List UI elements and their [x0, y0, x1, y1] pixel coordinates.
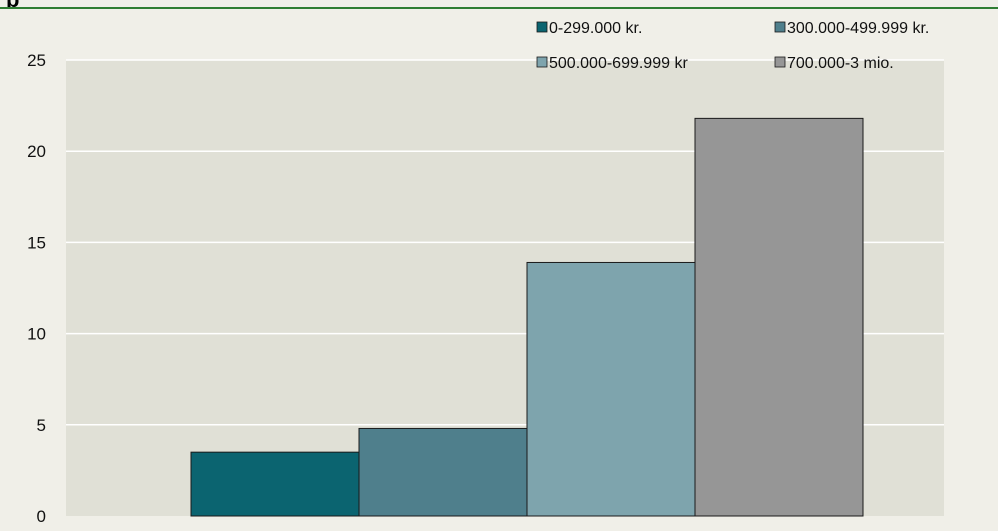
- legend: 0-299.000 kr. 300.000-499.999 kr. 500.000-…: [536, 20, 929, 72]
- y-tick-label: 20: [27, 142, 46, 161]
- legend-swatch-2: [774, 21, 786, 33]
- bars: [190, 117, 864, 517]
- bar-2: [358, 427, 528, 517]
- chart-title: p: [6, 0, 19, 7]
- legend-swatch-1: [536, 21, 548, 33]
- legend-label-1: 0-299.000 kr.: [549, 20, 642, 37]
- legend-swatch-4: [774, 56, 786, 68]
- y-tick-label: 25: [27, 51, 46, 70]
- y-tick-label: 10: [27, 325, 46, 344]
- legend-label-4: 700.000-3 mio.: [787, 55, 894, 72]
- legend-swatch-3: [536, 56, 548, 68]
- y-tick-label: 5: [37, 416, 46, 435]
- y-axis: 0 5 10 15 20 25: [27, 51, 46, 526]
- bar-1: [190, 451, 360, 517]
- chart-title-strip: p: [0, 0, 998, 9]
- bar-3: [526, 261, 696, 517]
- legend-label-3: 500.000-699.999 kr: [549, 55, 688, 72]
- y-tick-label: 0: [37, 507, 46, 526]
- bar-4: [694, 117, 864, 517]
- y-tick-label: 15: [27, 233, 46, 252]
- legend-label-2: 300.000-499.999 kr.: [787, 20, 929, 37]
